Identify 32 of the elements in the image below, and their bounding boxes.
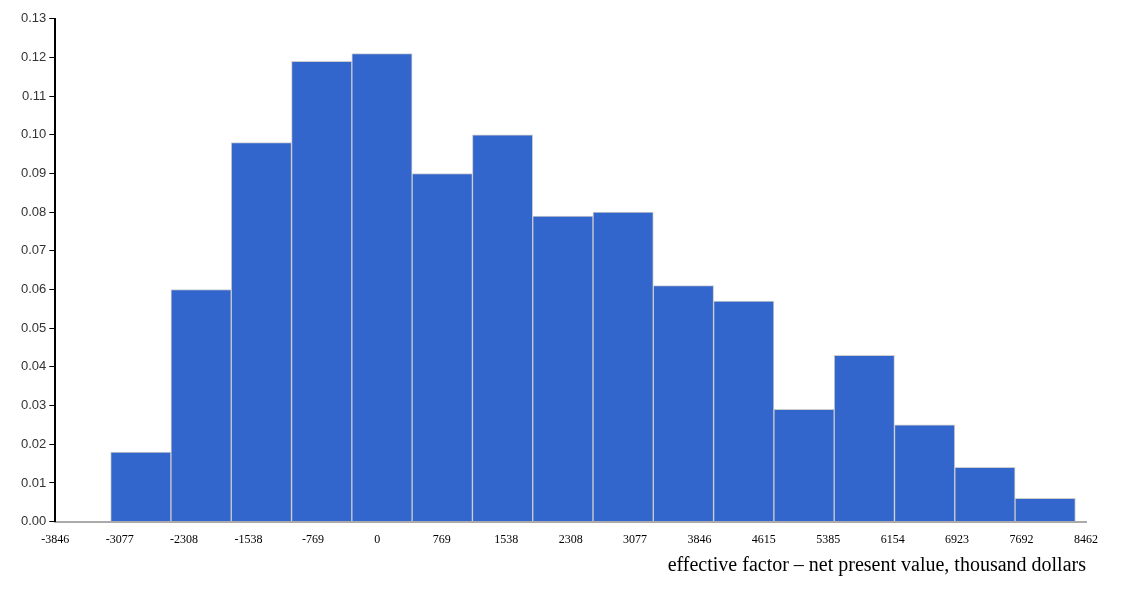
y-tick-label: 0.13 — [20, 10, 47, 26]
y-tick-label: 0.10 — [20, 126, 47, 142]
y-tick-label: 0.05 — [20, 319, 47, 335]
x-tick-label: -3846 — [41, 531, 70, 546]
y-tick-label: 0.02 — [20, 435, 47, 451]
x-tick-label: -3077 — [105, 531, 134, 546]
x-tick-label: 6154 — [880, 531, 905, 546]
x-tick-label: -2308 — [170, 531, 199, 546]
x-tick-label: 3077 — [623, 531, 648, 546]
x-tick-label: 8462 — [1074, 531, 1098, 546]
x-tick-label: 5385 — [816, 531, 841, 546]
x-tick-label: 6923 — [945, 531, 970, 546]
y-tick-label: 0.07 — [20, 242, 47, 258]
x-axis-title: effective factor – net present value, thousand dollars — [667, 553, 1087, 577]
y-tick-label: 0.06 — [20, 281, 47, 297]
x-tick-label: 2308 — [558, 531, 583, 546]
y-tick-label: 0.12 — [20, 49, 47, 65]
y-tick-label: 0.11 — [21, 87, 47, 103]
x-tick-label: 0 — [374, 531, 381, 546]
x-tick-label: 1538 — [494, 531, 519, 546]
x-tick-label: 3846 — [687, 531, 712, 546]
y-tick-label: 0.09 — [20, 165, 47, 181]
y-tick-label: 0.04 — [20, 358, 47, 374]
x-tick-label: 7692 — [1009, 531, 1034, 546]
y-tick-label: 0.03 — [20, 397, 47, 413]
x-tick-label: -1538 — [234, 531, 263, 546]
y-tick-label: 0.08 — [20, 203, 47, 219]
y-tick-label: 0.01 — [20, 474, 47, 490]
x-tick-label: 769 — [432, 531, 451, 546]
y-tick-label: 0.00 — [20, 513, 47, 529]
x-tick-label: -769 — [301, 531, 324, 546]
x-tick-label: 4615 — [751, 531, 776, 546]
